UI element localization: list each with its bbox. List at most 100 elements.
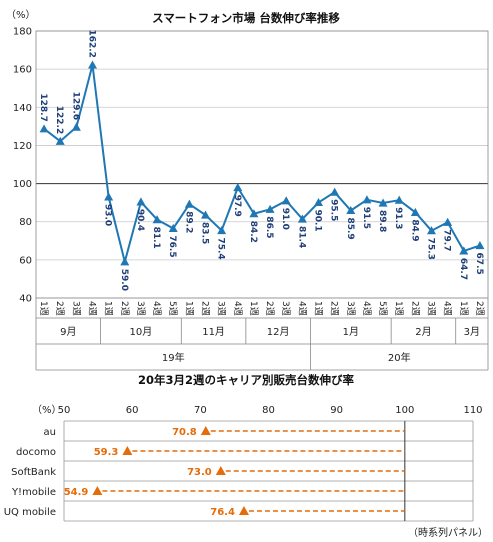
chart2-data-label: 76.4 (210, 507, 235, 518)
chart1-month-label: 3月 (464, 326, 480, 338)
chart1-y-ticks: 40 60 80 100 120 140 160 180 (13, 27, 32, 305)
chart1-data-label: 97.9 (232, 195, 242, 217)
chart1-point (427, 226, 436, 235)
chart1-data-label: 91.5 (361, 207, 371, 229)
chart1-y-tick-label: 140 (13, 103, 32, 114)
chart1-x-tick-label: 4週 (442, 301, 453, 316)
chart1-x-tick-label: 2週 (264, 301, 275, 316)
chart1-x-tick-label: 1週 (393, 301, 404, 316)
chart1-point (168, 223, 178, 232)
chart1-data-labels: 128.7 122.2 129.6 162.2 93.0 59.0 90.4 81.1 76.5… (38, 29, 484, 291)
chart2-rows: au 70.8 docomo 59.3 SoftBank 73.0 Y!mobile 54.9… (4, 426, 405, 518)
chart2-x-tick-label: 60 (126, 405, 139, 416)
chart1-point (120, 257, 130, 266)
chart1-point (136, 197, 146, 206)
chart1-y-tick-label: 40 (19, 294, 32, 305)
chart1-data-label: 90.4 (135, 209, 145, 231)
chart1-x-tick-label: 3週 (345, 301, 356, 316)
chart1-data-label: 85.9 (345, 217, 355, 239)
chart1-point (394, 195, 404, 204)
chart1-month-label: 2月 (415, 326, 431, 338)
chart1-point (443, 217, 453, 226)
chart1-data-label: 129.6 (70, 92, 80, 120)
chart1-x-tick-label: 1週 (458, 301, 469, 316)
chart2-frame (63, 420, 474, 522)
chart1-month-label: 11月 (202, 326, 225, 338)
chart1-year-label: 20年 (388, 351, 411, 364)
chart2-x-ticks: 50 60 70 80 90 100 110 (58, 405, 483, 416)
chart1-y-tick-label: 80 (19, 217, 32, 228)
chart1-point (249, 209, 259, 218)
chart1-x-tick-label: 4週 (296, 301, 307, 316)
chart1-year-label: 19年 (162, 351, 185, 364)
chart1-point (88, 60, 97, 69)
chart2-point (215, 466, 226, 475)
chart1-x-tick-label: 5週 (377, 301, 388, 316)
chart2-point (92, 486, 103, 495)
chart2-category-label: UQ mobile (4, 507, 56, 518)
chart1-data-label: 79.7 (442, 229, 452, 251)
chart2-point (238, 506, 249, 515)
chart1-point (39, 124, 49, 133)
chart1-data-label: 95.5 (329, 199, 339, 221)
chart1-data-label: 91.0 (280, 208, 290, 230)
chart1-point (459, 246, 469, 255)
chart2-x-tick-label: 50 (58, 405, 71, 416)
chart1-data-label: 89.2 (183, 211, 193, 233)
chart1-data-label: 90.1 (313, 209, 323, 231)
chart2-x-tick-label: 80 (262, 405, 275, 416)
chart2-category-label: docomo (16, 447, 56, 458)
chart1-point (104, 192, 114, 201)
chart1-data-label: 75.3 (426, 238, 436, 260)
chart1-y-tick-label: 180 (13, 27, 32, 38)
chart1-x-tick-label: 1週 (38, 301, 49, 316)
chart1-data-label: 75.4 (216, 237, 226, 259)
chart1-data-label: 122.2 (54, 106, 64, 134)
chart1-x-tick-label: 4週 (361, 301, 372, 316)
chart1-x-tick-label: 3週 (70, 301, 81, 316)
chart1-x-tick-label: 2週 (119, 301, 130, 316)
chart1-month-label: 1月 (343, 326, 359, 338)
chart2-data-label: 73.0 (187, 467, 212, 478)
chart1-x-tick-label: 2週 (329, 301, 340, 316)
chart1-x-tick-label: 3週 (135, 301, 146, 316)
chart1-gridlines (35, 30, 489, 299)
chart1-x-tick-label: 3週 (280, 301, 291, 316)
chart1-x-tick-label: 5週 (167, 301, 178, 316)
chart2-data-label: 54.9 (64, 487, 89, 498)
chart1-x-tick-label: 2週 (54, 301, 65, 316)
chart2-x-tick-label: 100 (395, 405, 414, 416)
chart1-plot-border (35, 30, 489, 299)
chart2-x-tick-label: 70 (194, 405, 207, 416)
chart1-y-tick-label: 60 (19, 255, 32, 266)
chart1-point (410, 207, 420, 216)
chart1-data-label: 76.5 (167, 235, 177, 257)
chart1-title: スマートフォン市場 台数伸び率推移 (152, 11, 340, 25)
chart1-data-label: 67.5 (474, 253, 484, 275)
chart2-x-unit: （%） (32, 404, 62, 416)
chart1-x-tick-label: 1週 (183, 301, 194, 316)
chart1-y-tick-label: 100 (13, 179, 32, 190)
chart1-y-unit: （%） (6, 9, 36, 21)
chart1-point (265, 204, 275, 213)
chart1-point (71, 122, 81, 131)
chart2-title: 20年3月2週のキャリア別販売台数伸び率 (138, 373, 355, 387)
chart1-x-tick-label: 2週 (409, 301, 420, 316)
chart1-data-label: 86.5 (264, 216, 274, 238)
chart1-data-label: 84.2 (248, 221, 258, 243)
chart1-x-tick-label: 2週 (474, 301, 485, 316)
chart1-point (201, 210, 210, 219)
chart1-month-label: 12月 (267, 326, 290, 338)
chart1-point (378, 198, 388, 207)
chart1-x-tick-label: 3週 (216, 301, 227, 316)
chart1-point (217, 225, 227, 235)
chart2-x-tick-label: 110 (463, 405, 482, 416)
chart2-point (200, 426, 211, 435)
chart1-point (184, 199, 194, 208)
chart1-data-label: 83.5 (200, 222, 210, 244)
chart1-line (43, 64, 481, 266)
chart1-data-label: 93.0 (103, 204, 113, 226)
chart1-month-label: 10月 (130, 326, 153, 338)
chart1-y-tick-label: 160 (13, 65, 32, 76)
